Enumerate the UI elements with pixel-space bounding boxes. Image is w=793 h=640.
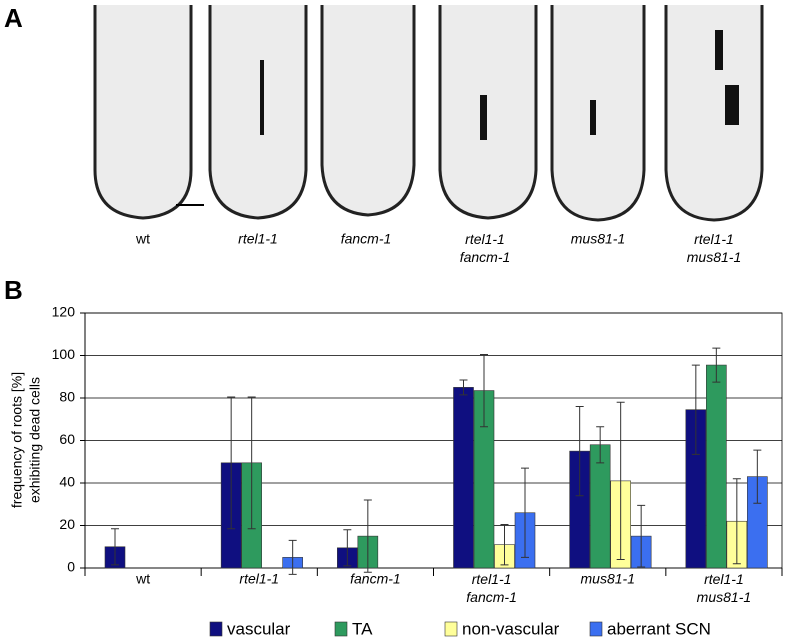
bar xyxy=(706,364,727,569)
error-bar xyxy=(691,364,700,455)
legend-label: non-vascular xyxy=(462,619,560,638)
error-bar xyxy=(247,396,256,530)
root-image xyxy=(438,5,538,220)
dead-cells xyxy=(260,30,739,140)
genotype-label: fancm-1 xyxy=(341,231,392,247)
y-tick-label: 60 xyxy=(59,431,75,447)
root-image xyxy=(664,5,764,222)
error-bar xyxy=(459,379,468,396)
error-bar xyxy=(500,523,509,566)
x-tick-label: rtel1-1 fancm-1 xyxy=(466,571,517,605)
micrographs xyxy=(93,5,764,222)
error-bar xyxy=(343,529,352,567)
y-tick-label: 80 xyxy=(59,389,75,405)
error-bar xyxy=(616,401,625,560)
x-tick-label: wt xyxy=(135,571,150,587)
error-bar xyxy=(111,528,119,566)
error-bar xyxy=(521,467,529,558)
x-tick-label: mus81-1 xyxy=(581,571,635,587)
error-bar xyxy=(732,478,741,565)
error-bar xyxy=(712,347,721,383)
genotype-label: mus81-1 xyxy=(571,231,625,247)
y-tick-label: 120 xyxy=(52,304,76,320)
legend-swatch xyxy=(334,621,348,637)
legend-label: vascular xyxy=(227,619,291,638)
error-bar xyxy=(363,499,372,573)
stain xyxy=(590,100,596,135)
legend-label: aberrant SCN xyxy=(607,619,711,638)
error-bar xyxy=(596,426,605,464)
genotype-label: rtel1-1 fancm-1 xyxy=(460,231,511,265)
root-image xyxy=(208,5,308,220)
legend-swatch xyxy=(589,621,603,637)
panel-label: B xyxy=(4,275,23,305)
y-axis-label: frequency of roots [%] xyxy=(9,372,25,508)
root-image xyxy=(93,5,193,220)
panel-label: A xyxy=(4,3,23,33)
x-tick-label: fancm-1 xyxy=(350,571,401,587)
error-bar xyxy=(288,539,297,575)
y-axis-label: exhibiting dead cells xyxy=(27,377,43,503)
legend-swatch xyxy=(209,621,223,637)
stain xyxy=(715,30,723,70)
legend-swatch xyxy=(444,621,458,637)
legend-label: TA xyxy=(352,619,373,638)
error-bar xyxy=(637,504,646,568)
y-tick-label: 100 xyxy=(52,346,76,362)
error-bar xyxy=(480,353,488,428)
y-tick-label: 40 xyxy=(59,474,75,490)
error-bar xyxy=(753,449,762,504)
error-bar xyxy=(575,406,584,497)
stain xyxy=(260,60,264,135)
bar xyxy=(453,387,474,569)
error-bar xyxy=(227,396,236,530)
root-image xyxy=(320,5,416,217)
x-tick-label: rtel1-1 mus81-1 xyxy=(697,571,751,605)
y-tick-label: 0 xyxy=(67,559,75,575)
stain xyxy=(725,85,739,125)
genotype-label: rtel1-1 xyxy=(238,231,278,247)
x-tick-label: rtel1-1 xyxy=(239,571,279,587)
root-image xyxy=(550,5,646,222)
stain xyxy=(480,95,487,140)
genotype-label: wt xyxy=(135,231,150,247)
genotype-label: rtel1-1 mus81-1 xyxy=(687,231,741,265)
y-tick-label: 20 xyxy=(59,516,75,532)
